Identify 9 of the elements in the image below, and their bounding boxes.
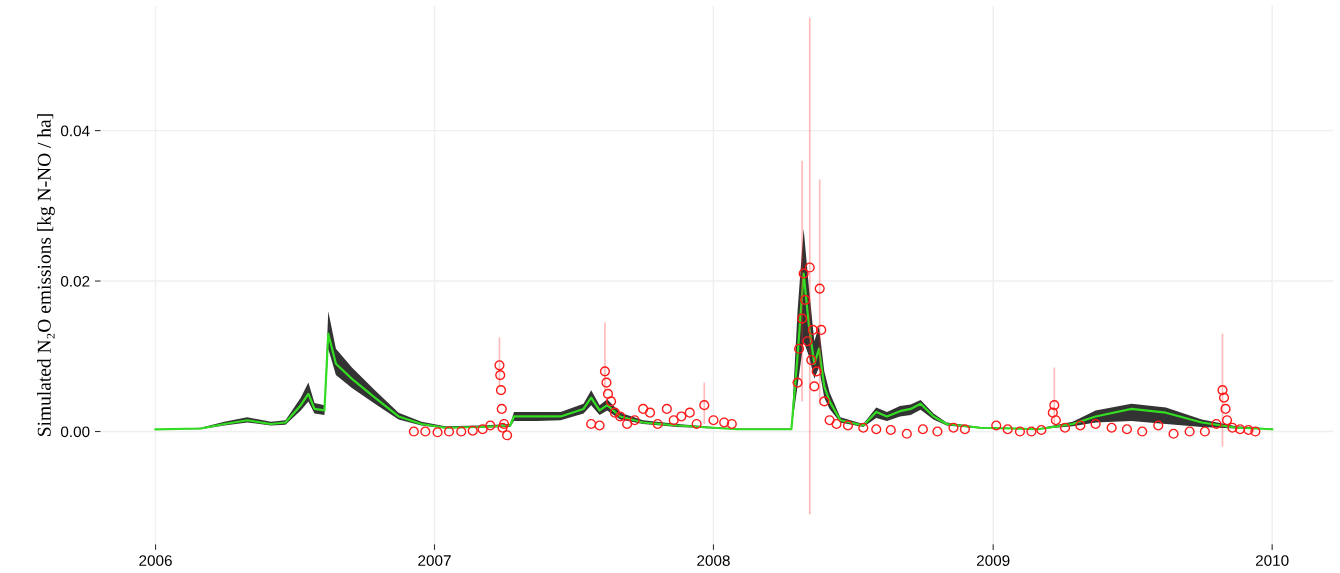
x-tick-label: 2010 <box>1255 555 1289 566</box>
x-tick-label: 2007 <box>418 555 451 566</box>
y-tick-label: 0.04 <box>60 125 90 137</box>
y-tick-label: 0.02 <box>60 275 90 287</box>
y-axis-title: Simulated N₂O emissions [kg N-NO / ha] <box>37 114 55 436</box>
x-tick-label: 2006 <box>139 555 172 566</box>
y-tick-label: 0.00 <box>60 426 90 438</box>
x-tick-label: 2008 <box>697 555 730 566</box>
x-tick-label: 2009 <box>976 555 1010 566</box>
